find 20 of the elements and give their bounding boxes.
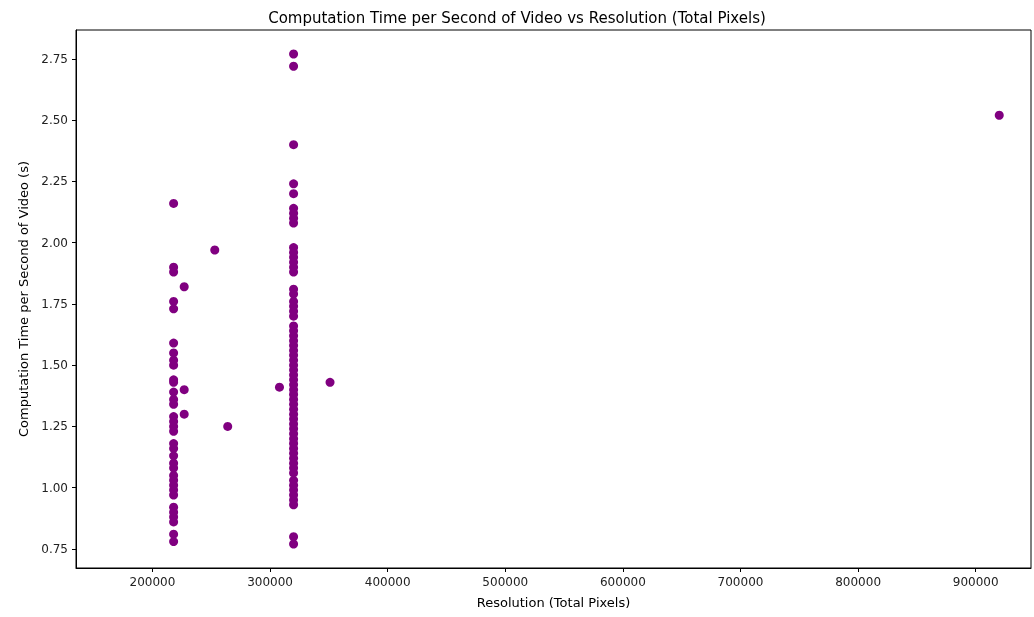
y-tick-label: 1.00 [41,480,68,495]
x-tick-label: 600000 [599,575,646,589]
x-tick-label: 800000 [835,575,882,589]
chart-title: Computation Time per Second of Video vs Resolution (Total Pixels) [268,8,766,27]
y-tick-label: 1.25 [41,419,68,434]
x-tick-label: 400000 [364,575,411,589]
y-tick-label: 2.25 [41,174,68,189]
y-axis-title: Computation Time per Second of Video (s) [16,160,31,438]
x-tick-label: 900000 [952,575,999,589]
y-tick-label: 1.50 [41,358,68,373]
y-tick-label: 0.75 [41,541,68,556]
x-tick-label: 700000 [717,575,764,589]
y-tick-label: 2.00 [41,235,68,250]
y-tick-label: 1.75 [41,296,68,311]
x-tick-label: 500000 [482,575,529,589]
y-tick-label: 2.75 [41,51,68,66]
x-axis-title: Resolution (Total Pixels) [476,595,631,610]
x-tick-label: 200000 [129,575,176,589]
x-tick-label: 300000 [247,575,293,589]
y-tick-label: 2.50 [41,113,68,128]
